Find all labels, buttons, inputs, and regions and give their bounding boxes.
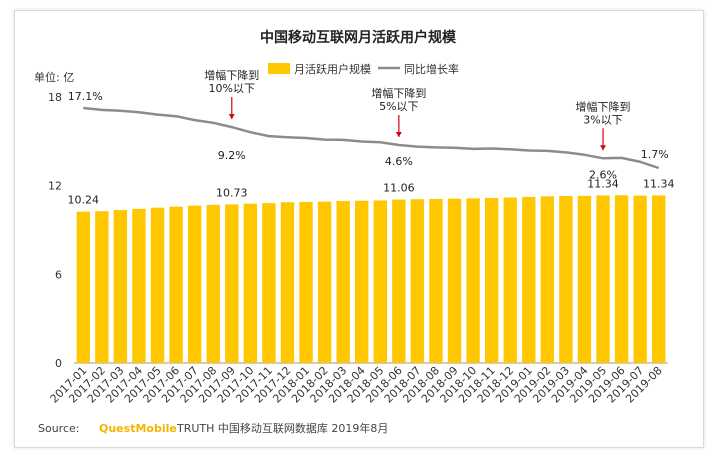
annotation-arrowhead — [395, 132, 402, 138]
bar — [410, 199, 425, 363]
legend-label-line: 同比增长率 — [404, 62, 459, 76]
rate-value-label: 1.7% — [641, 148, 669, 161]
bar — [392, 199, 406, 363]
legend: 月活跃用户规模 同比增长率 — [268, 62, 459, 76]
bar — [633, 195, 647, 363]
bar — [596, 195, 610, 363]
bar — [484, 197, 499, 363]
bar-value-label: 10.24 — [68, 194, 100, 207]
bar — [466, 198, 480, 363]
rate-value-label: 17.1% — [68, 90, 103, 103]
annotation-text: 3%以下 — [583, 113, 622, 126]
annotation-text: 增幅下降到 — [371, 86, 426, 100]
bar — [132, 208, 146, 363]
annotation-text: 增幅下降到 — [576, 99, 631, 113]
annotation-text: 5%以下 — [379, 100, 418, 113]
bar — [150, 207, 165, 363]
y-tick-label: 12 — [48, 180, 62, 193]
bar — [243, 203, 258, 363]
bar — [299, 201, 313, 363]
legend-swatch-bar — [268, 63, 290, 74]
bar-value-label: 11.06 — [383, 182, 415, 195]
rate-value-label: 9.2% — [218, 149, 246, 162]
bar — [206, 204, 220, 363]
bar — [76, 211, 90, 363]
bar — [187, 205, 202, 363]
annotation-arrowhead — [600, 145, 607, 151]
source-text: TRUTH 中国移动互联网数据库 2019年8月 — [176, 421, 388, 435]
source-line: Source: QuestMobile TRUTH 中国移动互联网数据库 201… — [38, 421, 388, 435]
source-prefix: Source: — [38, 422, 80, 435]
bar — [280, 202, 295, 363]
bar — [355, 200, 369, 363]
bar — [559, 196, 573, 363]
bar — [95, 211, 109, 363]
data-labels: 10.24 10.73 11.06 11.34 11.34 17.1% 9.2% 4.6% 2.… — [68, 90, 675, 207]
bar — [225, 204, 239, 363]
y-tick-label: 18 — [48, 91, 62, 104]
bar — [169, 206, 183, 363]
y-tick-label: 0 — [55, 357, 62, 370]
bar-series — [76, 195, 666, 363]
y-tick-label: 6 — [55, 268, 62, 281]
x-axis-ticks: 2017-012017-022017-032017-042017-052017-… — [48, 364, 665, 406]
bar — [373, 200, 387, 363]
chart-title: 中国移动互联网月活跃用户规模 — [260, 29, 457, 46]
bar — [577, 195, 592, 363]
line-series — [83, 106, 660, 170]
bar — [317, 201, 332, 363]
bar — [652, 195, 666, 363]
legend-label-bar: 月活跃用户规模 — [294, 62, 371, 76]
bar-value-label: 11.34 — [643, 177, 675, 190]
rate-value-label: 2.6% — [589, 168, 617, 181]
bar — [614, 195, 629, 363]
growth-rate-line — [83, 106, 660, 170]
rate-value-label: 4.6% — [385, 155, 413, 168]
annotation-arrowhead — [228, 114, 235, 120]
annotation-text: 增幅下降到 — [204, 68, 259, 82]
bar — [336, 201, 350, 363]
annotation-text: 10%以下 — [209, 82, 255, 95]
bar — [262, 203, 276, 363]
bar-value-label: 10.73 — [216, 186, 248, 199]
source-brand: QuestMobile — [99, 422, 177, 435]
bar — [429, 198, 443, 363]
bar — [503, 197, 517, 363]
y-axis-ticks: 0 6 12 18 — [48, 91, 62, 370]
bar — [113, 210, 128, 363]
bar-value-label: 11.34 — [587, 177, 619, 190]
bar — [540, 196, 555, 363]
y-axis-unit: 单位: 亿 — [34, 70, 74, 84]
bar — [447, 198, 462, 363]
bar — [522, 196, 536, 363]
